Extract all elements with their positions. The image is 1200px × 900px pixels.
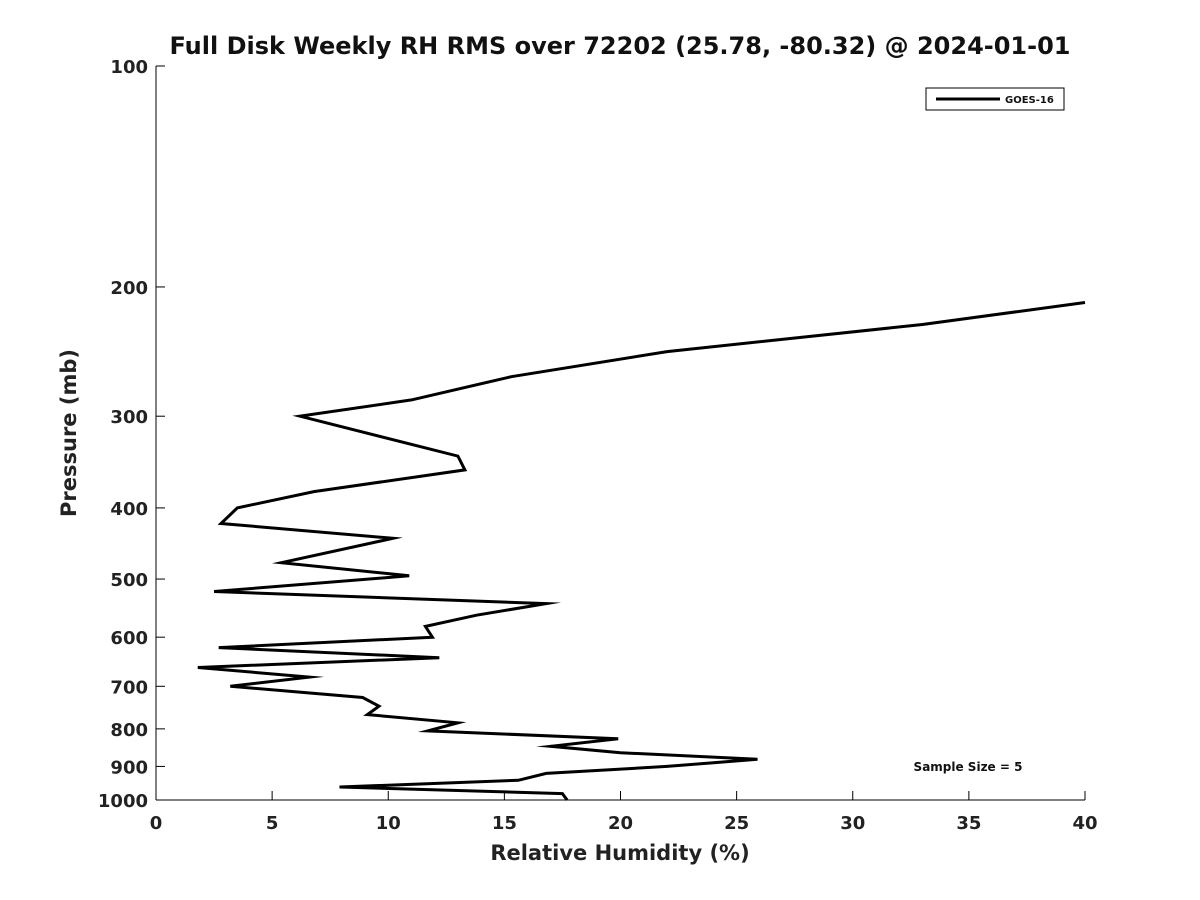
y-tick-label: 700 <box>110 677 148 698</box>
legend: GOES-16 <box>925 87 1065 111</box>
plot-area: 0 5 10 15 20 25 30 35 40 100 200 300 400 500 600 700 800… <box>98 57 1098 834</box>
y-tick-label: 500 <box>110 570 148 591</box>
y-tick-label: 200 <box>110 278 148 299</box>
y-tick-label: 600 <box>110 628 148 649</box>
x-tick-label: 20 <box>608 813 633 834</box>
x-tick-label: 25 <box>724 813 749 834</box>
x-tick-label: 5 <box>266 813 279 834</box>
y-tick-label: 900 <box>110 757 148 778</box>
x-tick-label: 35 <box>956 813 981 834</box>
series-line-goes-16 <box>197 301 1086 801</box>
y-tick-label: 400 <box>110 499 148 520</box>
x-tick-label: 15 <box>492 813 517 834</box>
x-tick-label: 0 <box>150 813 163 834</box>
sample-size-annotation: Sample Size = 5 <box>914 760 1023 774</box>
chart-title: Full Disk Weekly RH RMS over 72202 (25.7… <box>169 32 1070 60</box>
y-tick-label: 1000 <box>98 791 148 812</box>
y-tick-label: 100 <box>110 57 148 78</box>
x-tick-label: 40 <box>1072 813 1097 834</box>
x-axis-label: Relative Humidity (%) <box>490 841 749 865</box>
y-tick-label: 800 <box>110 720 148 741</box>
y-tick-label: 300 <box>110 407 148 428</box>
x-tick-label: 10 <box>376 813 401 834</box>
y-axis-label: Pressure (mb) <box>57 349 81 517</box>
legend-entry-goes-16: GOES-16 <box>1005 95 1054 106</box>
x-tick-label: 30 <box>840 813 865 834</box>
